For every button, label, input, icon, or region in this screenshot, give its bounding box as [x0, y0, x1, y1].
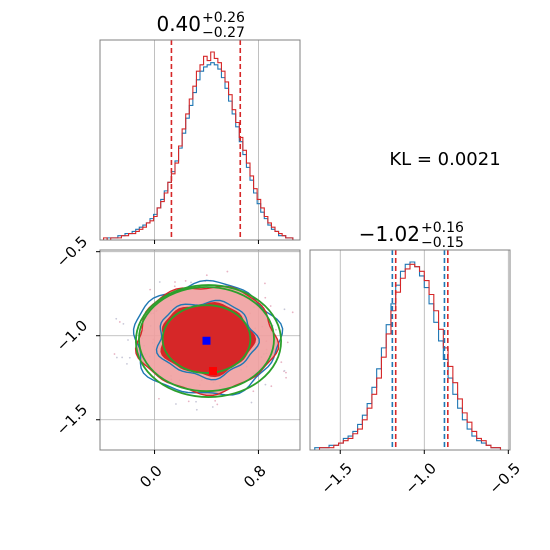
joint-blue-marker [202, 336, 211, 345]
joint-scatter-point [113, 353, 116, 355]
param2-histogram-panel: −1.5 −1.0 −0.5 −1.02 +0.16 −0.15 [309, 220, 524, 498]
joint-scatter-point [115, 356, 118, 359]
joint-ytick-label-0: −0.5 [53, 232, 91, 270]
joint-scatter-point [158, 397, 160, 400]
joint-scatter-point [115, 317, 118, 320]
joint-scatter-point [158, 281, 161, 283]
joint-scatter-point [122, 322, 125, 325]
joint-scatter-point [216, 403, 219, 406]
joint-scatter-point [283, 308, 286, 311]
joint-scatter-point [175, 403, 177, 405]
param1-panel-frame [99, 39, 301, 241]
joint-xtick-label-0: 0.0 [136, 462, 166, 492]
param2-xtick-label-0: −1.5 [317, 459, 355, 497]
joint-scatter-point [184, 280, 187, 282]
joint-scatter-point [214, 399, 217, 402]
joint-scatter-point [190, 281, 192, 284]
joint-green-ellipse-2 [161, 304, 252, 374]
joint-scatter-point [121, 356, 124, 359]
param2-panel-frame [309, 249, 511, 451]
param2-title-center: −1.02 [359, 222, 420, 246]
joint-blue-contour-inner [155, 299, 260, 381]
joint-scatter-point [285, 371, 287, 374]
joint-scatter-point [264, 296, 267, 299]
param2-xtick-label-1: −1.0 [402, 459, 440, 497]
param2-hist-blue-step [310, 261, 510, 451]
joint-scatter-point [187, 400, 190, 403]
joint-scatter-point [269, 305, 272, 307]
param1-hist-red-step [100, 51, 300, 241]
joint-scatter-point [195, 400, 197, 403]
kl-annotation: KL = 0.0021 [389, 149, 500, 170]
joint-green-ellipse-1 [134, 284, 282, 398]
joint-scatter-point [126, 362, 128, 365]
param1-title-center: 0.40 [156, 12, 201, 36]
joint-ytick-label-2: −1.5 [53, 401, 91, 439]
param2-title-plus: +0.16 [421, 220, 464, 236]
joint-scatter-point [264, 383, 267, 386]
joint-scatter-point [250, 401, 253, 404]
joint-scatter-point [127, 339, 129, 341]
param1-hist-blue-step [100, 62, 300, 241]
param1-title-plus: +0.26 [202, 10, 245, 26]
joint-scatter-point [149, 288, 152, 291]
joint-scatter-point [128, 356, 131, 359]
param2-hist-red-step [310, 263, 510, 451]
joint-panel-frame [99, 249, 301, 451]
joint-scatter-point [270, 385, 273, 388]
joint-scatter-point [291, 311, 294, 314]
joint-ytick-label-1: −1.0 [53, 316, 91, 354]
joint-scatter-point [286, 341, 289, 344]
joint-scatter-point [174, 281, 176, 283]
joint-scatter-point [195, 408, 198, 411]
joint-scatter-point [275, 328, 277, 331]
joint-contour-panel: 0.0 0.8 −0.5 −1.0 −1.5 [53, 232, 301, 492]
param2-title-minus: −0.15 [421, 235, 464, 251]
joint-xtick-label-1: 0.8 [240, 462, 270, 492]
joint-scatter-point [280, 361, 283, 364]
joint-scatter-point [285, 376, 287, 379]
param2-xtick-label-2: −0.5 [486, 459, 524, 497]
joint-scatter-point [118, 321, 121, 323]
joint-scatter-point [252, 390, 255, 393]
joint-red-marker [208, 367, 217, 376]
joint-scatter-point [226, 270, 229, 273]
param1-title-minus: −0.27 [202, 25, 245, 41]
joint-scatter-point [211, 406, 214, 408]
joint-scatter-point [173, 285, 176, 288]
joint-green-ellipse-0 [138, 286, 275, 393]
param1-histogram-panel: 0.40 +0.26 −0.27 [99, 10, 301, 244]
joint-scatter-point [283, 369, 286, 372]
joint-scatter-point [205, 274, 208, 277]
joint-scatter-point [264, 282, 266, 285]
